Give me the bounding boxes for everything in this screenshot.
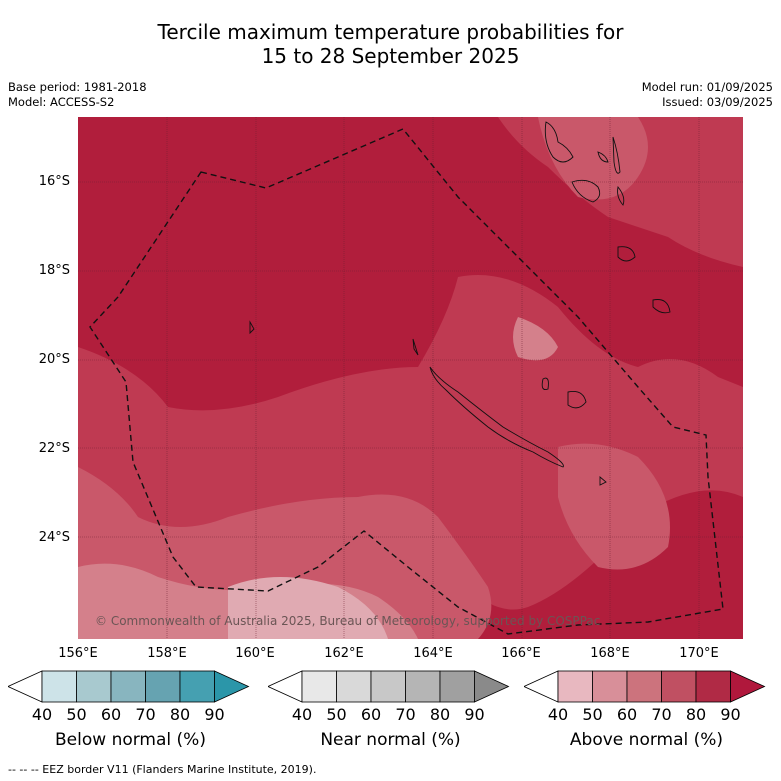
meta-left: Base period: 1981-2018 Model: ACCESS-S2 (8, 80, 147, 110)
colorbar-below-normal (8, 670, 250, 703)
colorbar-near-normal (268, 670, 510, 703)
colorbar-cell (592, 670, 628, 703)
colorbar-cell (695, 670, 731, 703)
colorbar-cell (145, 670, 181, 703)
lat-label-20s: 20°S (38, 352, 70, 367)
lon-label-158e: 158°E (147, 646, 187, 661)
colorbar-cell (301, 670, 337, 703)
colorbar-cell (179, 670, 215, 703)
colorbar-cell (336, 670, 372, 703)
colorbar-label-near: Near normal (%) (320, 730, 461, 750)
colorbar-min-extension (268, 670, 303, 703)
colorbar-tick-label: 90 (204, 705, 225, 724)
colorbar-cell (405, 670, 441, 703)
zone-60-sm (513, 317, 558, 361)
lon-label-166e: 166°E (501, 646, 541, 661)
colorbar-max-extension (474, 670, 510, 703)
meta-right: Model run: 01/09/2025 Issued: 03/09/2025 (642, 80, 773, 110)
lat-label-22s: 22°S (38, 441, 70, 456)
colorbar-tick-label: 40 (31, 705, 53, 724)
copyright-text: © Commonwealth of Australia 2025, Bureau… (95, 614, 600, 628)
title-line-2: 15 to 28 September 2025 (261, 44, 520, 68)
colorbar-cell (41, 670, 77, 703)
colorbar-tick-label: 50 (326, 705, 347, 724)
lat-label-18s: 18°S (38, 263, 70, 278)
lon-label-156e: 156°E (58, 646, 98, 661)
colorbar-max-extension (214, 670, 250, 703)
eez-border (89, 128, 724, 635)
colorbar-tick-label: 80 (685, 705, 707, 724)
colorbar-tick-label: 90 (720, 705, 741, 724)
eez-footer: -- -- -- EEZ border V11 (Flanders Marine… (8, 763, 317, 776)
model-name: Model: ACCESS-S2 (8, 95, 115, 109)
colorbar-tick-label: 70 (651, 705, 672, 724)
colorbar-tick-label: 40 (291, 705, 313, 724)
colorbar-tick-label: 80 (429, 705, 451, 724)
colorbar-tick-label: 40 (547, 705, 569, 724)
title-line-1: Tercile maximum temperature probabilitie… (157, 20, 624, 44)
colorbar-cell (110, 670, 146, 703)
zone-50 (228, 577, 388, 639)
colorbar-tick-label: 60 (616, 705, 638, 724)
colorbar-max-extension (730, 670, 766, 703)
colorbar-above-normal (524, 670, 766, 703)
colorbar-cell (76, 670, 112, 703)
colorbar-label-below: Below normal (%) (55, 730, 206, 750)
graticule (78, 117, 743, 639)
colorbar-min-extension (8, 670, 43, 703)
zone-70-east (558, 443, 670, 570)
zone-70-ne (538, 117, 648, 200)
colorbar-cell (439, 670, 475, 703)
colorbar-cell (626, 670, 662, 703)
lat-label-24s: 24°S (38, 530, 70, 545)
lon-label-170e: 170°E (679, 646, 719, 661)
lon-label-164e: 164°E (413, 646, 453, 661)
lon-label-168e: 168°E (590, 646, 630, 661)
colorbar-cell (661, 670, 697, 703)
coastlines (249, 121, 671, 486)
colorbar-tick-label: 60 (100, 705, 122, 724)
colorbar-cell (370, 670, 406, 703)
colorbar-tick-label: 80 (169, 705, 191, 724)
colorbar-tick-label: 90 (464, 705, 485, 724)
lon-label-160e: 160°E (235, 646, 275, 661)
lat-label-16s: 16°S (38, 174, 70, 189)
colorbar-cell (557, 670, 593, 703)
issued-date: Issued: 03/09/2025 (662, 95, 773, 109)
colorbar-label-above: Above normal (%) (569, 730, 724, 750)
colorbar-tick-label: 70 (135, 705, 156, 724)
model-run: Model run: 01/09/2025 (641, 80, 773, 94)
colorbar-min-extension (524, 670, 559, 703)
colorbar-tick-label: 50 (66, 705, 87, 724)
lon-label-162e: 162°E (324, 646, 364, 661)
chart-title: Tercile maximum temperature probabilitie… (0, 20, 781, 68)
probability-map: © Commonwealth of Australia 2025, Bureau… (78, 117, 743, 639)
base-period: Base period: 1981-2018 (8, 80, 147, 94)
colorbar-tick-label: 70 (395, 705, 416, 724)
colorbar-tick-label: 60 (360, 705, 382, 724)
colorbar-tick-label: 50 (582, 705, 603, 724)
